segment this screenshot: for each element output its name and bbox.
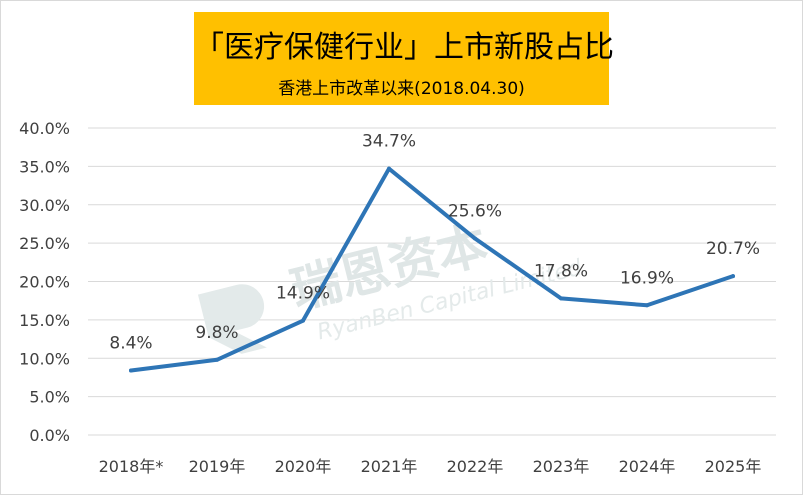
series-points xyxy=(129,166,735,373)
data-label: 14.9% xyxy=(276,284,330,304)
data-point xyxy=(559,296,563,301)
data-point xyxy=(215,357,219,362)
watermark-logo-mark xyxy=(197,284,267,354)
data-label: 17.8% xyxy=(534,261,588,281)
x-axis: 2018年* 2019年 2020年 2021年 2022年 2023年 2024年 2025… xyxy=(99,457,762,476)
series-line xyxy=(129,166,735,373)
x-tick-label: 2021年 xyxy=(361,457,418,476)
x-tick-label: 2019年 xyxy=(189,457,246,476)
data-label: 20.7% xyxy=(706,239,760,259)
y-tick-label: 35.0% xyxy=(19,157,70,176)
x-tick-label: 2022年 xyxy=(447,457,504,476)
gridlines xyxy=(88,127,776,436)
data-label: 25.6% xyxy=(448,202,502,222)
x-tick-label: 2023年 xyxy=(533,457,590,476)
x-tick-label: 2025年 xyxy=(705,457,762,476)
chart-subtitle: 香港上市改革以来(2018.04.30) xyxy=(278,79,525,99)
data-label: 9.8% xyxy=(195,323,238,343)
y-tick-label: 30.0% xyxy=(19,196,70,215)
y-axis: 0.0% 5.0% 10.0% 15.0% 20.0% 25.0% 30.0% 35.0% 40… xyxy=(19,119,70,445)
data-label: 34.7% xyxy=(362,132,416,152)
x-tick-label: 2020年 xyxy=(275,457,332,476)
data-point xyxy=(731,274,735,279)
data-label: 16.9% xyxy=(620,268,674,288)
y-tick-label: 40.0% xyxy=(19,119,70,138)
y-tick-label: 0.0% xyxy=(29,426,70,445)
y-tick-label: 25.0% xyxy=(19,234,70,253)
y-tick-label: 15.0% xyxy=(19,311,70,330)
data-point xyxy=(129,368,133,373)
data-labels: 8.4% 9.8% 14.9% 34.7% 25.6% 17.8% 16.9% 20.7% xyxy=(109,132,760,354)
y-tick-label: 5.0% xyxy=(29,388,70,407)
title-box: 「医疗保健行业」上市新股占比 香港上市改革以来(2018.04.30) xyxy=(194,12,614,105)
data-label: 8.4% xyxy=(109,334,152,354)
data-point xyxy=(301,318,305,323)
x-tick-label: 2018年* xyxy=(99,457,164,476)
y-tick-label: 20.0% xyxy=(19,273,70,292)
chart-title: 「医疗保健行业」上市新股占比 xyxy=(194,30,614,65)
x-tick-label: 2024年 xyxy=(619,457,676,476)
data-point xyxy=(645,303,649,308)
y-tick-label: 10.0% xyxy=(19,349,70,368)
data-point xyxy=(387,166,391,171)
data-point xyxy=(473,236,477,241)
